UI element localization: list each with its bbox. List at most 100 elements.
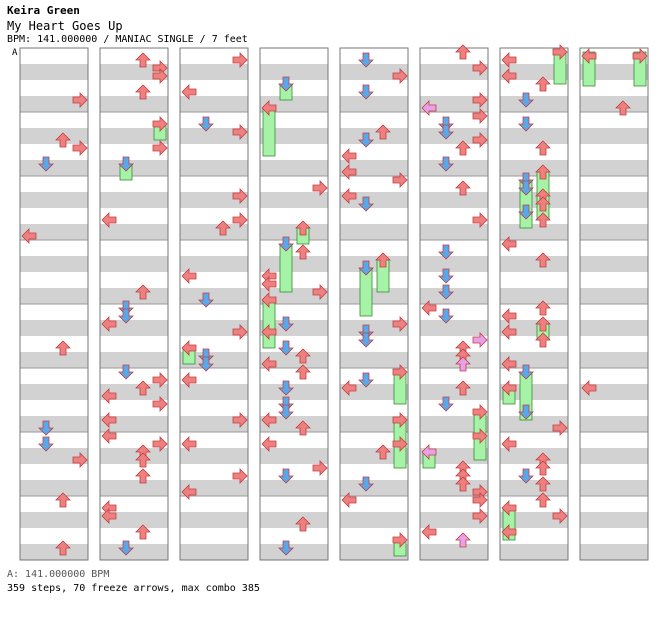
beat-row	[420, 256, 488, 272]
beat-row	[340, 304, 408, 320]
beat-row	[260, 352, 328, 368]
step-arrow-right	[472, 508, 488, 524]
step-arrow-up	[535, 316, 551, 332]
step-arrow-up	[535, 212, 551, 228]
step-arrow-left	[501, 380, 517, 396]
beat-row	[580, 176, 648, 192]
beat-row	[420, 400, 488, 416]
beat-row	[100, 512, 168, 528]
beat-row	[100, 464, 168, 480]
step-arrow-down	[518, 92, 534, 108]
beat-row	[580, 480, 648, 496]
beat-row	[180, 336, 248, 352]
step-arrow-up	[55, 132, 71, 148]
beat-row	[20, 432, 88, 448]
step-arrow-right	[152, 372, 168, 388]
beat-row	[580, 352, 648, 368]
beat-row	[500, 256, 568, 272]
step-arrow-up	[535, 492, 551, 508]
step-arrow-down	[38, 156, 54, 172]
beat-row	[340, 128, 408, 144]
beat-row	[260, 416, 328, 432]
beat-row	[260, 208, 328, 224]
step-arrow-down	[358, 52, 374, 68]
step-arrow-right	[312, 460, 328, 476]
step-arrow-up	[135, 468, 151, 484]
beat-row	[260, 128, 328, 144]
beat-row	[420, 352, 488, 368]
beat-row	[100, 496, 168, 512]
step-arrow-left	[21, 228, 37, 244]
step-arrow-right	[472, 60, 488, 76]
step-arrow-down	[358, 476, 374, 492]
beat-row	[260, 160, 328, 176]
beat-row	[20, 176, 88, 192]
chart-info: BPM: 141.000000 / MANIAC SINGLE / 7 feet	[7, 34, 248, 45]
beat-row	[20, 256, 88, 272]
beat-row	[420, 160, 488, 176]
beat-row	[500, 304, 568, 320]
beat-row	[580, 432, 648, 448]
step-arrow-down	[278, 316, 294, 332]
beat-row	[580, 416, 648, 432]
beat-row	[580, 208, 648, 224]
step-arrow-left	[421, 524, 437, 540]
step-arrow-down	[278, 76, 294, 92]
beat-row	[100, 240, 168, 256]
beat-row	[100, 256, 168, 272]
column-border	[179, 47, 249, 561]
step-arrow-up	[535, 76, 551, 92]
step-arrow-right	[392, 532, 408, 548]
beat-row	[260, 400, 328, 416]
column-border	[19, 47, 89, 561]
step-arrow-down	[38, 420, 54, 436]
step-arrow-down	[518, 172, 534, 188]
step-arrow-left	[501, 236, 517, 252]
beat-row	[340, 160, 408, 176]
beat-row	[420, 192, 488, 208]
step-arrow-up	[375, 444, 391, 460]
beat-row	[500, 384, 568, 400]
beat-row	[100, 160, 168, 176]
beat-row	[500, 480, 568, 496]
beat-row	[580, 240, 648, 256]
beat-row	[420, 288, 488, 304]
step-arrow-left	[501, 68, 517, 84]
step-arrow-left	[501, 436, 517, 452]
step-arrow-right	[232, 124, 248, 140]
beat-row	[420, 48, 488, 64]
beat-row	[420, 496, 488, 512]
beat-row	[500, 464, 568, 480]
step-arrow-down	[118, 156, 134, 172]
beat-row	[20, 160, 88, 176]
beat-row	[180, 416, 248, 432]
beat-row	[500, 64, 568, 80]
step-arrow-up	[135, 84, 151, 100]
beat-row	[580, 544, 648, 560]
beat-row	[180, 384, 248, 400]
beat-row	[20, 272, 88, 288]
step-arrow-left	[341, 164, 357, 180]
beat-row	[180, 112, 248, 128]
step-arrow-down	[358, 132, 374, 148]
step-arrow-up	[55, 340, 71, 356]
beat-row	[20, 464, 88, 480]
beat-row	[580, 144, 648, 160]
beat-row	[100, 176, 168, 192]
beat-row	[500, 224, 568, 240]
beat-row	[500, 368, 568, 384]
beat-row	[180, 192, 248, 208]
beat-row	[260, 224, 328, 240]
step-arrow-up	[375, 252, 391, 268]
beat-row	[100, 48, 168, 64]
beat-row	[340, 512, 408, 528]
chart-column-1	[19, 47, 89, 561]
beat-row	[260, 304, 328, 320]
beat-row	[260, 480, 328, 496]
beat-row	[100, 272, 168, 288]
beat-row	[340, 240, 408, 256]
beat-row	[20, 144, 88, 160]
step-arrow-up	[455, 532, 471, 548]
step-arrow-right	[472, 404, 488, 420]
beat-row	[260, 432, 328, 448]
